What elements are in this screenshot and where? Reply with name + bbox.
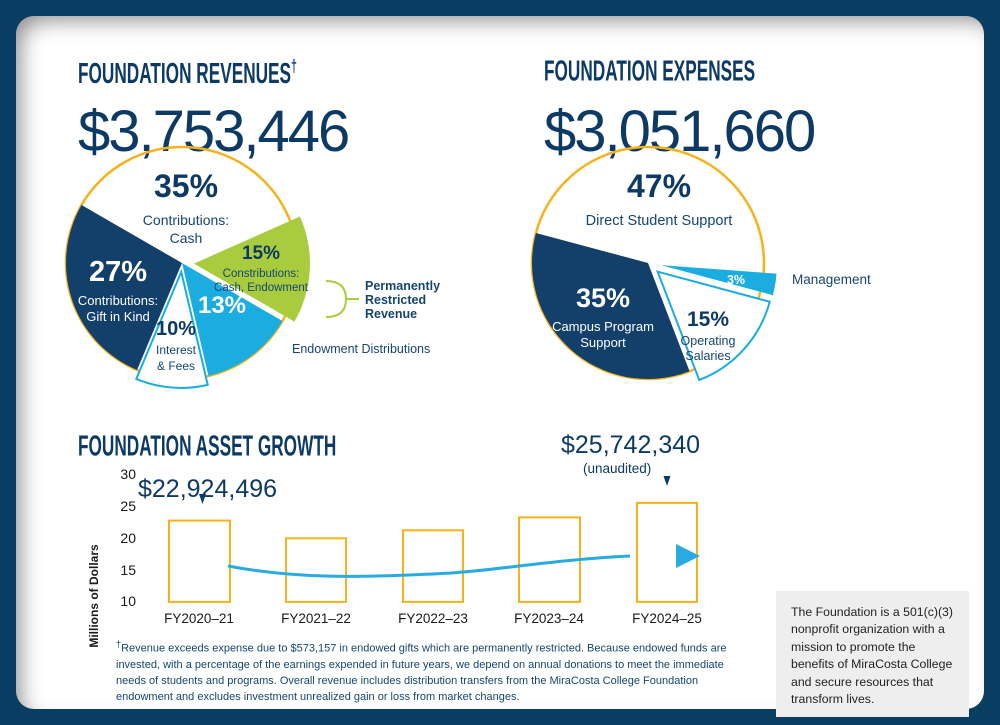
svg-text:27%: 27% [89,256,147,288]
svg-text:Direct Student Support: Direct Student Support [586,213,733,229]
svg-text:15: 15 [120,562,136,578]
svg-text:Campus Program: Campus Program [552,319,654,334]
svg-text:FY2021–22: FY2021–22 [281,611,351,626]
svg-text:Contributions:: Contributions: [143,212,229,228]
svg-text:Management: Management [792,272,871,287]
svg-text:Interest: Interest [156,343,197,357]
svg-text:Restricted: Restricted [365,293,426,307]
svg-text:Cash: Cash [170,230,203,246]
svg-text:20: 20 [120,530,136,546]
svg-text:3%: 3% [727,273,745,287]
svg-text:35%: 35% [576,283,630,313]
svg-text:FY2024–25: FY2024–25 [632,611,702,626]
svg-text:Gift in Kind: Gift in Kind [86,309,150,324]
svg-text:47%: 47% [627,168,691,204]
svg-text:FY2020–21: FY2020–21 [164,611,234,626]
svg-text:Constributions:: Constributions: [223,268,300,280]
svg-text:Millions of Dollars: Millions of Dollars [87,544,101,648]
svg-text:Permanently: Permanently [365,279,440,293]
svg-text:Support: Support [580,335,626,350]
svg-text:30: 30 [120,466,136,482]
svg-text:25: 25 [120,498,136,514]
svg-text:Contributions:: Contributions: [78,293,158,308]
svg-text:15%: 15% [687,308,729,331]
svg-text:FY2023–24: FY2023–24 [514,611,584,626]
svg-text:35%: 35% [154,168,218,204]
svg-text:Salaries: Salaries [685,349,730,363]
svg-text:10%: 10% [156,318,196,340]
svg-text:Revenue: Revenue [365,307,417,321]
svg-text:FY2022–23: FY2022–23 [398,611,468,626]
svg-text:Operating: Operating [681,334,736,348]
svg-text:10: 10 [120,593,136,609]
svg-text:15%: 15% [242,243,280,264]
svg-text:13%: 13% [198,292,246,319]
svg-text:Endowment Distributions: Endowment Distributions [292,342,430,356]
svg-text:& Fees: & Fees [157,359,195,373]
